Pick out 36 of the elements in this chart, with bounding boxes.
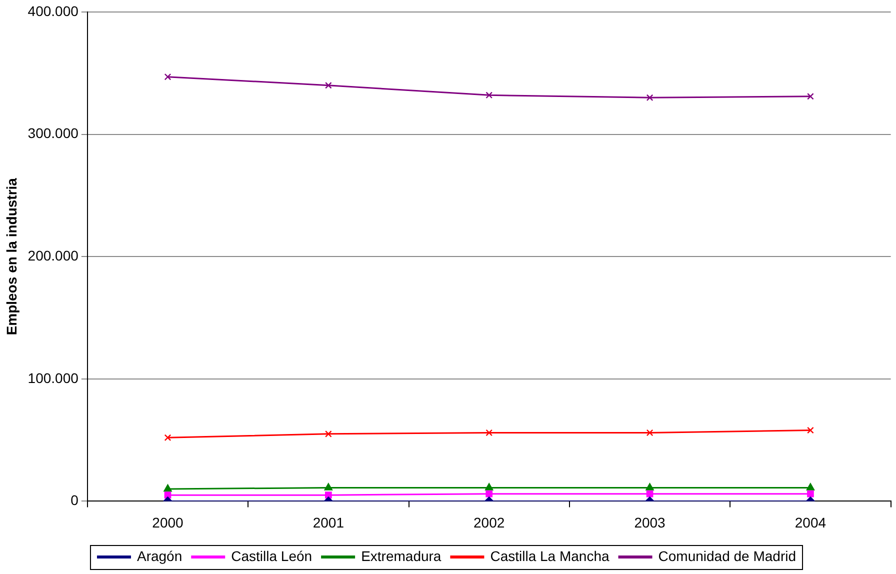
point: [486, 429, 493, 436]
point: [324, 430, 332, 438]
point: [807, 92, 814, 100]
point: [646, 483, 654, 490]
legend-label: Castilla León: [231, 548, 312, 564]
x-tick-label: 2001: [312, 514, 344, 530]
y-tick-label: 300.000: [28, 125, 79, 142]
point: [164, 492, 172, 499]
x-tick-label: 2004: [794, 514, 826, 530]
point: [485, 483, 494, 490]
point: [324, 483, 332, 490]
point: [324, 82, 332, 89]
y-tick-label: 100.000: [28, 370, 79, 386]
point: [646, 94, 654, 102]
point: [807, 490, 814, 498]
x-tick-label: 2000: [152, 514, 184, 530]
y-tick-label: 400.000: [28, 2, 79, 19]
point: [806, 483, 815, 490]
point: [807, 426, 814, 434]
point: [646, 429, 654, 436]
y-tick-label: 200.000: [28, 247, 79, 264]
x-tick-label: 2003: [634, 514, 666, 530]
point: [646, 490, 654, 498]
point: [164, 434, 172, 442]
legend-label: Castilla La Mancha: [490, 548, 610, 564]
point: [486, 490, 493, 498]
point: [164, 73, 172, 80]
legend-label: Comunidad de Madrid: [658, 548, 796, 564]
y-axis-title: Empleos en la industria: [3, 178, 20, 336]
point: [486, 92, 493, 99]
legend-label: Aragón: [136, 548, 182, 564]
legend-label: Extremadura: [361, 548, 442, 564]
point: [324, 492, 332, 499]
point: [164, 484, 172, 492]
y-tick-label: 0: [70, 492, 79, 508]
x-tick-label: 2002: [474, 514, 505, 530]
